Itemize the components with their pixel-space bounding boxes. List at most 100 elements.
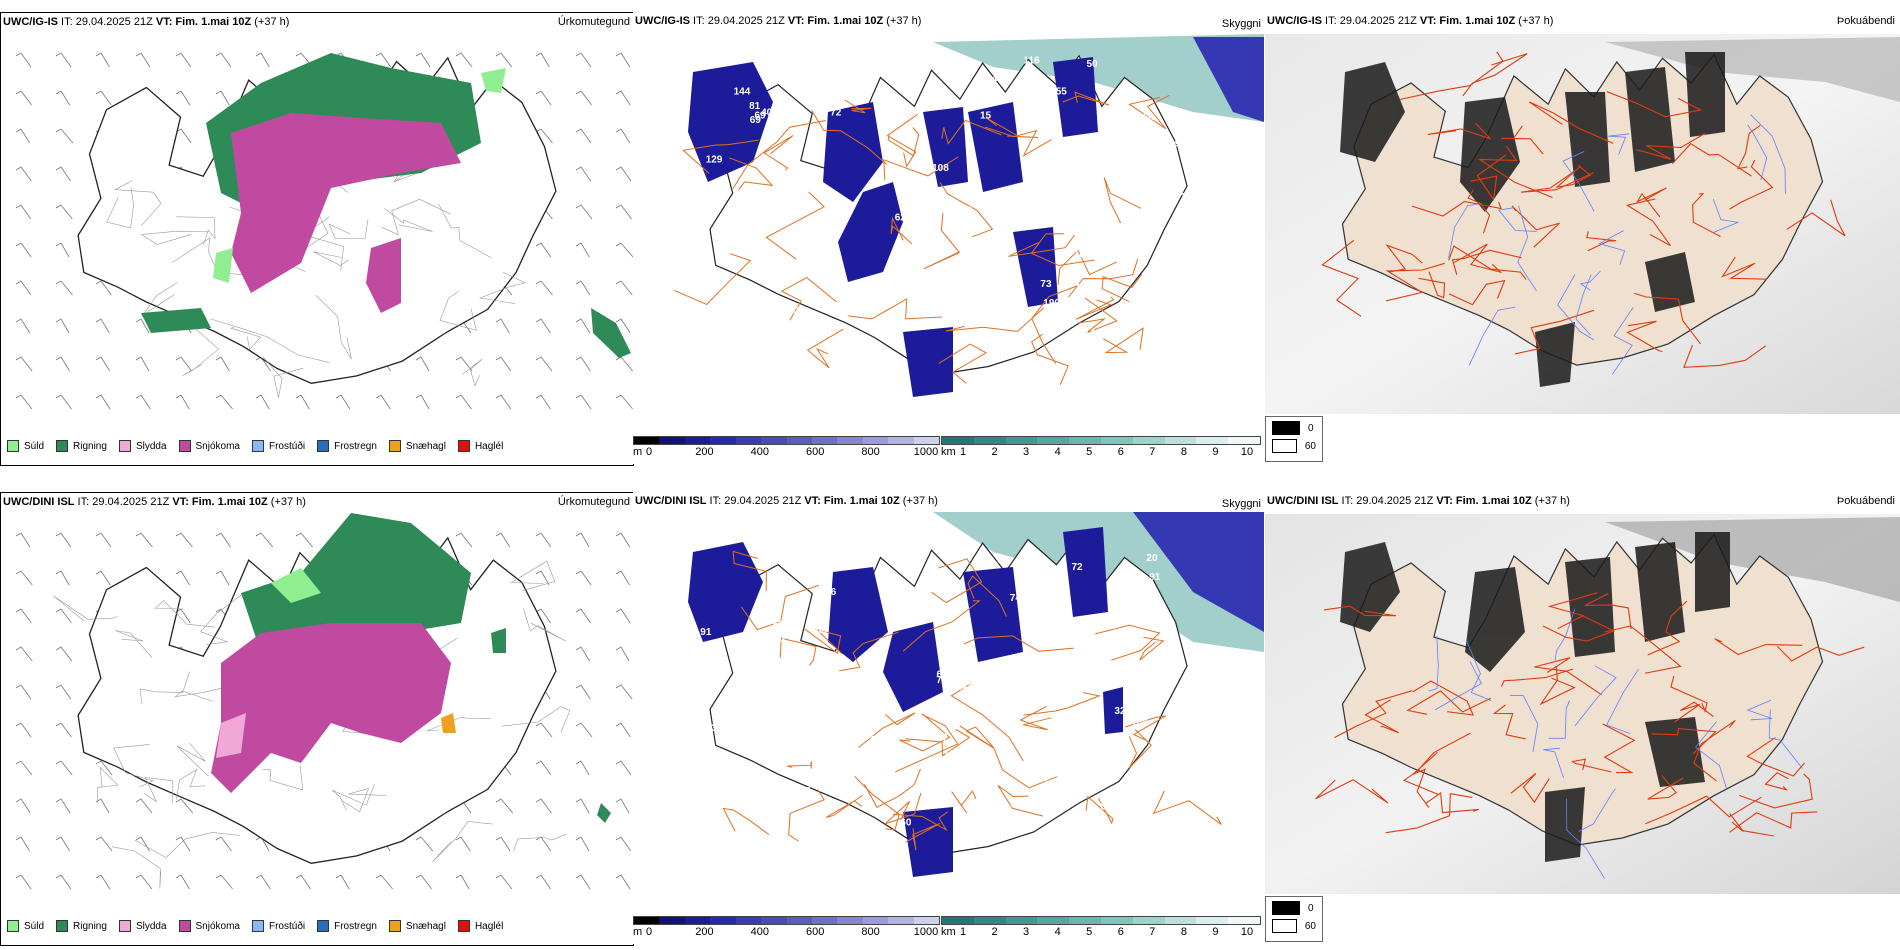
colorbar-segment <box>1164 917 1197 924</box>
panel-title: Úrkomutegund <box>557 16 630 28</box>
road-segment <box>1412 680 1474 716</box>
wind-barb <box>375 874 393 890</box>
legend-swatch <box>178 920 191 932</box>
colorbar-segment <box>862 917 889 924</box>
ceiling-label: 128 <box>1041 219 1058 230</box>
colorbar-segment <box>862 437 889 444</box>
road-segment <box>1683 345 1767 368</box>
road-segment <box>432 821 493 863</box>
visibility-unit: km <box>941 926 956 938</box>
road-segment <box>1721 256 1768 280</box>
wind-barb <box>15 608 32 624</box>
wind-barb <box>615 242 633 258</box>
wind-barb <box>615 722 631 738</box>
road-segment <box>144 777 174 804</box>
precip-type-map <box>15 513 633 890</box>
wind-barb <box>215 570 230 586</box>
ceiling-label: 49 <box>763 167 775 178</box>
wind-barb <box>95 836 113 852</box>
ceiling-label: 117 <box>795 330 812 341</box>
road-segment <box>1008 235 1075 257</box>
colorbar-segment <box>761 917 787 924</box>
colorbar-segment <box>811 917 838 924</box>
ceiling-label: 142 <box>956 682 973 693</box>
wind-barb <box>415 356 430 372</box>
wind-barb <box>575 166 592 182</box>
ceiling-label: 116 <box>1024 55 1041 66</box>
ceiling-label: 69 <box>755 110 767 121</box>
ceiling-label: 91 <box>700 627 712 638</box>
legend-item: Frostúði <box>251 440 305 452</box>
colorbar-tick: 1 <box>959 446 967 458</box>
ceiling-label: 68 <box>1143 112 1155 123</box>
ceiling-label: 62 <box>942 206 954 217</box>
colorbar-segment <box>1037 917 1070 924</box>
road-segment <box>439 290 477 331</box>
road-segment <box>765 191 825 260</box>
wind-barb <box>175 836 191 852</box>
ceiling-label: 149 <box>1084 328 1101 339</box>
road-segment <box>1674 701 1714 723</box>
road-segment <box>1692 193 1721 237</box>
ceiling-labels: 5551496668556268916386695564724512993918… <box>706 55 1198 341</box>
ceiling-label: 98 <box>816 626 828 637</box>
road-segment <box>728 157 774 191</box>
wind-barb <box>135 532 153 548</box>
colorbar-segment <box>913 917 940 924</box>
wind-barb <box>575 52 592 68</box>
legend-swatch <box>317 440 330 452</box>
road-segment <box>114 180 162 226</box>
wind-barb <box>455 52 473 68</box>
visibility-colorbar: km 1 2 3 4 5 6 7 8 9 10 <box>941 916 1261 940</box>
ceiling-label: 53 <box>932 266 944 277</box>
road-segment <box>1693 719 1736 782</box>
ceiling-label: 77 <box>1016 120 1028 131</box>
precip-type-legend: Súld Rigning Slydda Snjókoma Frostúði Frostre… <box>7 920 503 932</box>
wind-barb <box>615 90 631 106</box>
road-segment <box>1510 772 1550 804</box>
colorbar-tick: 3 <box>1023 446 1030 458</box>
legend-item: Haglél <box>457 440 503 452</box>
colorbar-tick: 7 <box>1149 446 1156 458</box>
colorbar-segment <box>634 917 660 924</box>
ceiling-label: 62 <box>788 306 800 317</box>
road-segment <box>1385 793 1473 834</box>
colorbar-segment <box>1005 917 1038 924</box>
ceiling-label: 68 <box>876 299 888 310</box>
colorbar-segment <box>942 917 974 924</box>
legend-swatch <box>178 440 191 452</box>
road-segment <box>1139 636 1165 661</box>
road-segment <box>1729 813 1775 837</box>
river-network <box>1448 114 1786 375</box>
ceiling-label: 15 <box>980 111 992 122</box>
legend-label: Haglél <box>474 920 504 932</box>
legend-label: Súld <box>24 440 45 452</box>
road-segment <box>1427 122 1491 140</box>
road-segment <box>732 120 826 190</box>
road-segment <box>513 833 567 852</box>
road-segment <box>950 682 1024 762</box>
road-segment <box>1019 705 1052 731</box>
road-segment <box>780 277 838 321</box>
road-segment <box>1402 732 1471 796</box>
wind-barb <box>575 570 592 586</box>
wind-barb <box>615 204 632 220</box>
road-segment <box>825 794 864 818</box>
ceiling-label: 73 <box>1040 279 1052 290</box>
road-segment <box>1738 773 1813 809</box>
road-segment <box>1634 292 1702 345</box>
fog-index-legend: 0 60 <box>1265 896 1323 942</box>
colorbar-segment <box>761 437 787 444</box>
legend-item: Súld <box>7 920 44 932</box>
visibility-colorbar-bar <box>941 436 1261 445</box>
colorbar-segment <box>1132 917 1165 924</box>
ceiling-label: 112 <box>1138 785 1155 796</box>
wind-barb <box>615 570 630 586</box>
wind-barb <box>55 52 72 68</box>
road-segment <box>174 687 224 702</box>
panel-header: UWC/IG-IS IT: 29.04.2025 21Z VT: Fim. 1.… <box>635 15 922 27</box>
road-segment <box>1602 723 1636 774</box>
road-segment <box>501 706 571 733</box>
colorbar-tick: 10 <box>1240 446 1254 458</box>
ceiling-visibility-map: 58 68 45 54 66 35 62 46 52 43 48 34 54 64 60 48 50 39 105 1… <box>688 512 1264 877</box>
